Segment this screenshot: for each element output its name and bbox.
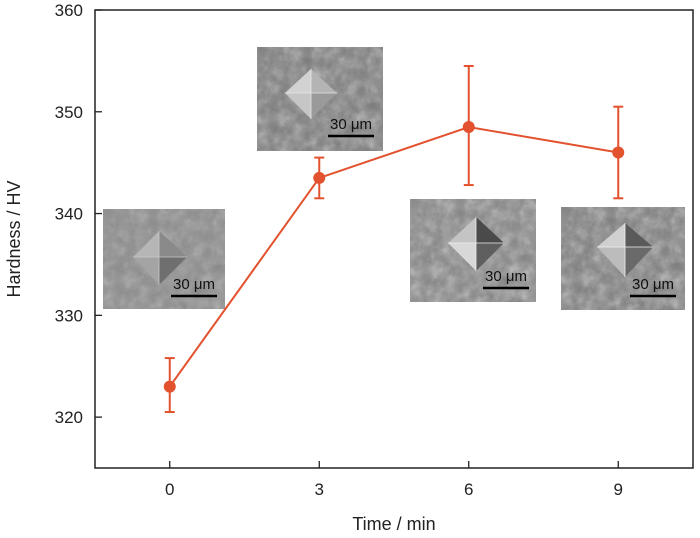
y-tick-label: 340 xyxy=(55,205,83,224)
data-point xyxy=(163,380,176,393)
data-point xyxy=(462,121,475,134)
x-tick-label: 3 xyxy=(315,480,324,499)
x-tick-label: 9 xyxy=(614,480,623,499)
plot-frame xyxy=(94,9,694,469)
y-tick-label: 330 xyxy=(55,306,83,325)
y-tick-label: 360 xyxy=(55,1,83,20)
y-tick-label: 350 xyxy=(55,103,83,122)
x-tick-label: 6 xyxy=(464,480,473,499)
scale-bar-label-3: 30 μm xyxy=(330,116,372,133)
data-point xyxy=(313,171,326,184)
inset-3min: 30 μm xyxy=(257,47,383,151)
y-axis-title: Hardness / HV xyxy=(4,180,24,297)
inset-0min: 30 μm xyxy=(103,209,225,309)
x-axis-title: Time / min xyxy=(352,514,435,534)
scale-bar-label-6: 30 μm xyxy=(485,268,527,285)
scale-bar-label-0: 30 μm xyxy=(173,276,215,293)
y-tick-label: 320 xyxy=(55,408,83,427)
x-tick-label: 0 xyxy=(165,480,174,499)
inset-6min: 30 μm xyxy=(410,199,536,302)
scale-bar-label-9: 30 μm xyxy=(632,276,674,293)
data-point xyxy=(612,146,625,159)
series-line xyxy=(168,126,619,388)
inset-9min: 30 μm xyxy=(561,207,685,310)
